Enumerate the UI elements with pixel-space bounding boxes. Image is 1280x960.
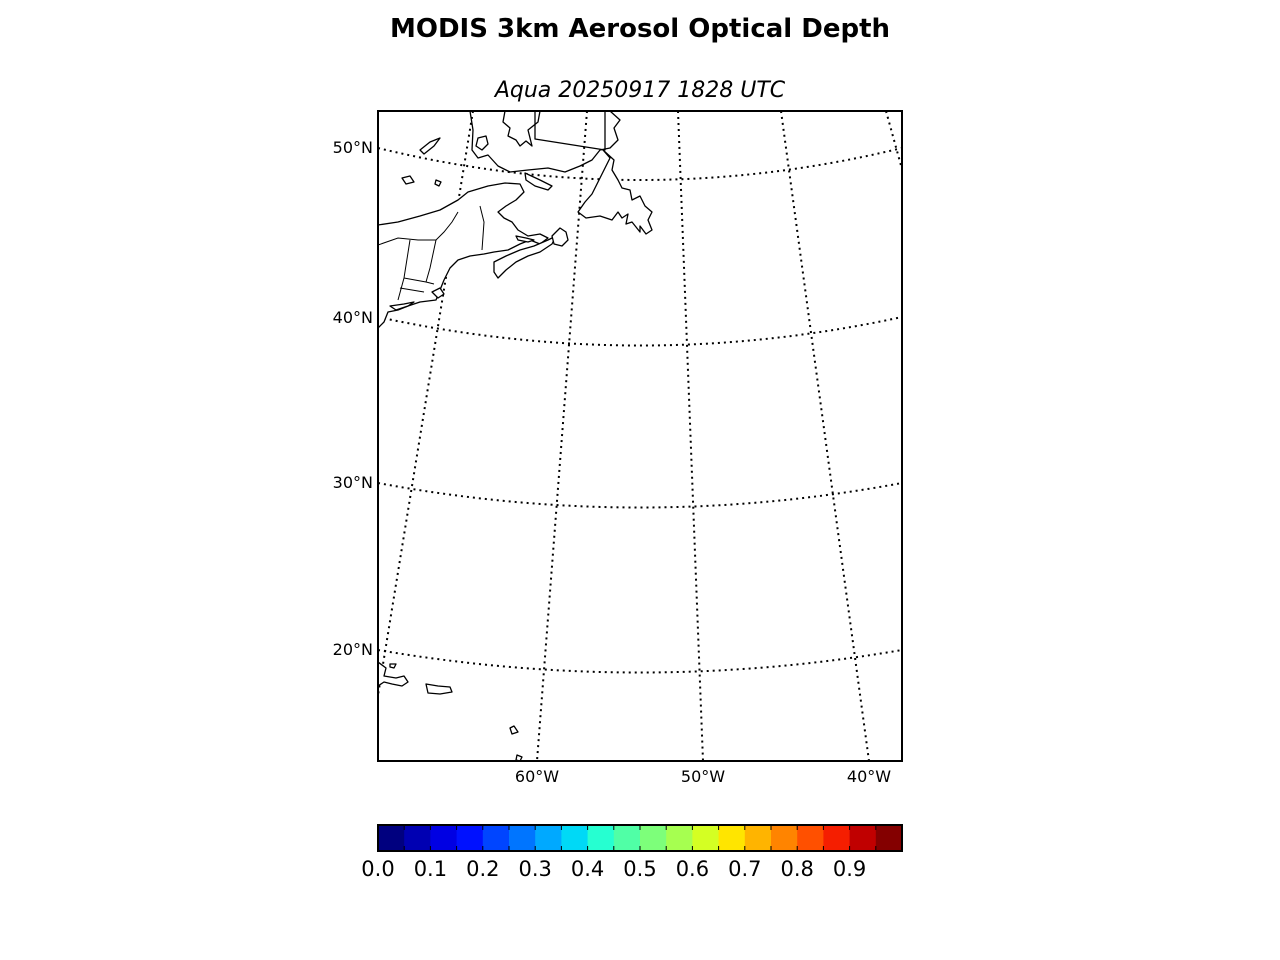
colorbar-segment xyxy=(771,825,798,851)
lon-label-40w: 40°W xyxy=(847,767,891,786)
parallel-50n xyxy=(378,147,902,181)
colorbar-segments xyxy=(378,825,903,851)
colorbar-segment xyxy=(640,825,667,851)
st-pierre-island xyxy=(401,175,415,185)
map-frame xyxy=(377,110,903,762)
caribbean-coasts xyxy=(378,661,523,761)
colorbar-frame xyxy=(377,824,903,852)
colorbar-segment xyxy=(666,825,693,851)
colorbar-tick-label: 0.3 xyxy=(518,857,551,881)
colorbar-segment xyxy=(613,825,641,851)
meridian-50w xyxy=(677,111,704,761)
map-content xyxy=(378,111,902,761)
guadeloupe xyxy=(515,754,523,761)
colorbar-segment xyxy=(482,825,510,851)
quebec-north-shore xyxy=(469,111,621,173)
colorbar-segment xyxy=(718,825,746,851)
colorbar-segment xyxy=(509,825,536,851)
north-shore-islet xyxy=(419,137,441,155)
colorbar-segment xyxy=(823,825,851,851)
colorbar-segment xyxy=(378,825,405,851)
colorbar-segment xyxy=(404,825,431,851)
colorbar-segment xyxy=(692,825,720,851)
map-title: MODIS 3km Aerosol Optical Depth xyxy=(389,14,891,44)
lat-label-50n: 50°N xyxy=(333,138,373,157)
colorbar: 0.0 0.1 0.2 0.3 0.4 0.5 0.6 0.7 0.8 0.9 xyxy=(361,824,903,881)
turks-caicos xyxy=(389,663,397,669)
parallel-20n xyxy=(378,649,902,674)
colorbar-segment xyxy=(744,825,772,851)
colorbar-segment xyxy=(561,825,589,851)
colorbar-segment xyxy=(797,825,824,851)
colorbar-segment xyxy=(587,825,615,851)
border-nb-ns xyxy=(479,205,485,251)
colorbar-tick-label: 0.2 xyxy=(466,857,499,881)
political-borders xyxy=(378,205,485,301)
lat-label-20n: 20°N xyxy=(333,640,373,659)
meridian-60w xyxy=(536,111,588,761)
newfoundland xyxy=(577,149,653,235)
colorbar-tick-label: 0.4 xyxy=(571,857,604,881)
lon-label-60w: 60°W xyxy=(515,767,559,786)
colorbar-tick-label: 0.1 xyxy=(414,857,447,881)
parallel-30n xyxy=(378,482,902,509)
colorbar-tick-label: 0.9 xyxy=(833,857,866,881)
colorbar-segment xyxy=(875,825,903,851)
colorbar-tick-labels: 0.0 0.1 0.2 0.3 0.4 0.5 0.6 0.7 0.8 0.9 xyxy=(361,857,866,881)
colorbar-tick-label: 0.6 xyxy=(676,857,709,881)
meridians xyxy=(378,111,902,761)
border-ct-ri xyxy=(399,287,425,293)
colorbar-segment xyxy=(535,825,562,851)
long-island xyxy=(389,301,415,311)
lon-labels: 60°W 50°W 40°W xyxy=(515,767,891,786)
map-subtitle: Aqua 20250917 1828 UTC xyxy=(494,78,786,103)
border-mass xyxy=(403,277,435,285)
prince-edward-island xyxy=(515,235,535,243)
parallel-40n xyxy=(378,316,902,347)
border-nh-maine xyxy=(425,239,437,283)
leeward-islands xyxy=(509,725,519,735)
lon-label-50w: 50°W xyxy=(681,767,725,786)
hispaniola xyxy=(378,661,409,687)
nova-scotia xyxy=(493,235,557,279)
colorbar-segment xyxy=(456,825,484,851)
anticosti-island xyxy=(524,172,553,191)
colorbar-segment xyxy=(849,825,877,851)
map-panel xyxy=(377,110,903,762)
labrador-border xyxy=(534,111,606,151)
colorbar-tick-label: 0.7 xyxy=(728,857,761,881)
meridian-70w xyxy=(378,111,474,696)
cape-cod xyxy=(431,287,445,299)
parallels xyxy=(378,147,902,674)
lat-label-40n: 40°N xyxy=(333,308,373,327)
puerto-rico xyxy=(425,683,453,695)
colorbar-tick-label: 0.8 xyxy=(780,857,813,881)
colorbar-tick-label: 0.5 xyxy=(623,857,656,881)
cape-breton xyxy=(551,227,569,247)
nl-small-island xyxy=(475,135,489,151)
meridian-40w xyxy=(780,111,870,761)
colorbar-segment xyxy=(430,825,458,851)
magdalen-islands xyxy=(434,179,442,187)
labrador-coast xyxy=(502,111,541,147)
lat-label-30n: 30°N xyxy=(333,473,373,492)
lat-labels: 50°N 40°N 30°N 20°N xyxy=(333,138,373,659)
colorbar-tick-label: 0.0 xyxy=(361,857,394,881)
